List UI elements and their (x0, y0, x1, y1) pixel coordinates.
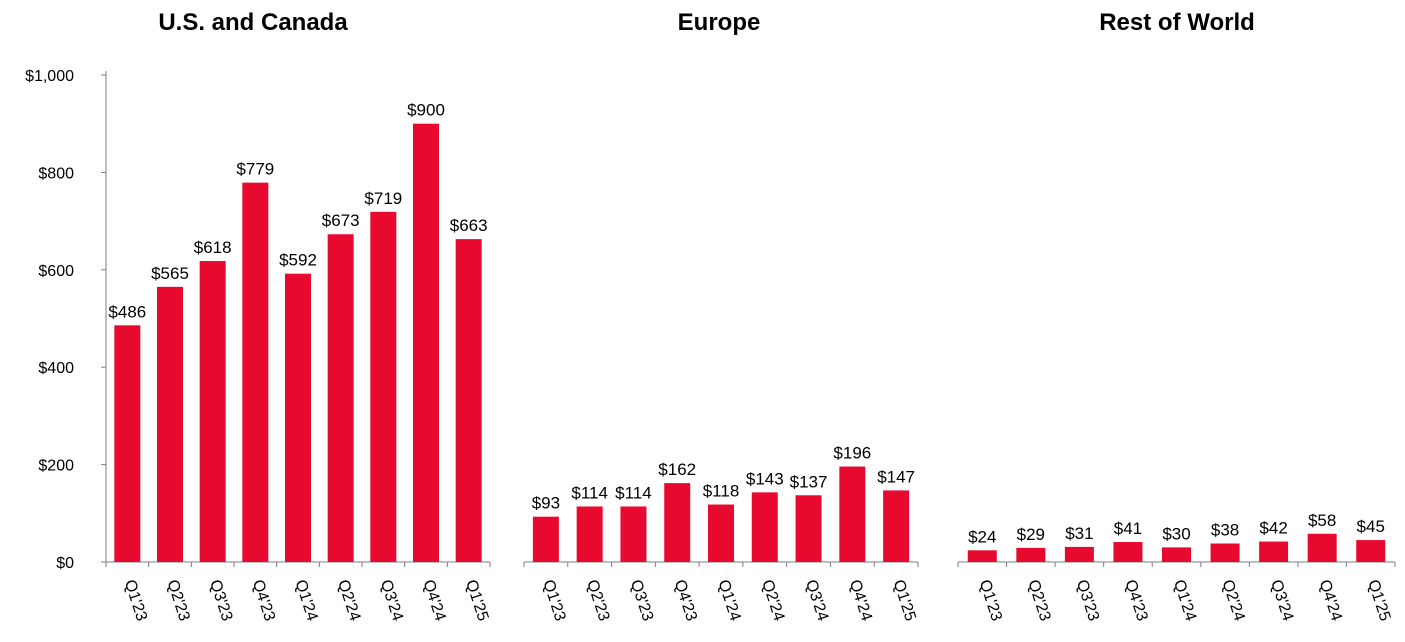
x-tick-label: Q4'23 (249, 578, 278, 623)
bar (1356, 540, 1386, 562)
x-tick-label: Q3'23 (206, 578, 235, 623)
bar (967, 550, 997, 562)
x-tick-label: Q4'24 (1316, 578, 1345, 623)
y-tick-label: $600 (38, 263, 74, 280)
bar-value-label: $900 (407, 101, 445, 120)
x-tick-label: Q1'23 (121, 578, 150, 623)
chart-panel-1: U.S. and Canada $0 $200 $400 $600 $800 $1,000 $… (25, 9, 491, 623)
chart-panel-2: Europe $93 Q1'23 $114 Q2'23 $114 Q3'23 $162 Q4'2… (523, 9, 919, 623)
x-tick-label: Q2'23 (583, 578, 612, 623)
x-tick-label: Q1'25 (1364, 578, 1393, 623)
x-tick-label: Q1'25 (890, 578, 919, 623)
x-tick-label: Q4'23 (1121, 578, 1150, 623)
bar-value-label: $147 (877, 467, 915, 486)
bar-value-label: $114 (615, 483, 652, 502)
bar (413, 123, 439, 562)
bar-value-label: $719 (364, 189, 402, 208)
bar (1016, 547, 1046, 562)
bar (576, 506, 603, 562)
chart-title: Europe (678, 9, 761, 36)
bar (1064, 546, 1094, 562)
bar-value-label: $30 (1162, 524, 1190, 543)
bar-value-label: $673 (322, 211, 360, 230)
x-tick-label: Q1'23 (539, 578, 568, 623)
bar-value-label: $779 (236, 160, 274, 179)
x-tick-label: Q2'23 (163, 578, 192, 623)
bar (1210, 543, 1240, 562)
bar (199, 261, 226, 562)
bar-value-label: $114 (571, 483, 608, 502)
bar (285, 273, 311, 562)
bar (883, 490, 910, 562)
x-tick-label: Q3'24 (1267, 578, 1296, 623)
bar-value-label: $663 (450, 216, 488, 235)
x-tick-label: Q1'24 (291, 578, 320, 623)
bar-value-label: $143 (746, 469, 784, 488)
x-tick-label: Q1'24 (1170, 578, 1199, 623)
bar-value-label: $162 (658, 460, 696, 479)
bar (327, 234, 354, 562)
y-tick-label: $400 (38, 360, 74, 377)
y-tick-label: $200 (38, 458, 74, 475)
x-tick-label: Q1'25 (462, 578, 491, 623)
bar-value-label: $93 (532, 494, 560, 513)
bar-value-label: $41 (1114, 519, 1142, 538)
x-tick-label: Q2'24 (334, 578, 363, 623)
bar (157, 286, 183, 562)
bar-value-label: $618 (194, 238, 232, 257)
bar (708, 504, 734, 562)
bar (1113, 542, 1143, 562)
bar-value-label: $118 (703, 482, 740, 501)
x-tick-label: Q3'23 (1073, 578, 1102, 623)
bar (751, 492, 778, 562)
x-tick-label: Q1'23 (976, 578, 1005, 623)
bar (1307, 533, 1337, 562)
bar-value-label: $486 (108, 302, 146, 321)
bar-value-label: $592 (279, 251, 317, 270)
bar (664, 483, 691, 562)
bar (839, 466, 866, 562)
x-tick-label: Q3'23 (627, 578, 656, 623)
bar-value-label: $58 (1308, 511, 1336, 530)
x-tick-label: Q4'24 (846, 578, 875, 623)
chart-title: U.S. and Canada (158, 9, 348, 36)
bar (1259, 541, 1289, 562)
x-tick-label: Q4'24 (419, 578, 448, 623)
bar-value-label: $29 (1017, 525, 1045, 544)
bar-value-label: $31 (1065, 524, 1093, 543)
bar (532, 516, 559, 562)
chart-panel-3: Rest of World $24 Q1'23 $29 Q2'23 $31 Q3'23 $41… (957, 9, 1396, 623)
bar (1162, 547, 1191, 562)
x-tick-label: Q2'24 (1218, 578, 1247, 623)
y-tick-label: $800 (38, 165, 74, 182)
x-tick-label: Q2'23 (1024, 578, 1053, 623)
bar (114, 325, 141, 562)
x-tick-label: Q3'24 (802, 578, 831, 623)
x-tick-label: Q3'24 (377, 578, 406, 623)
bar (370, 211, 397, 563)
bar-value-label: $565 (151, 264, 189, 283)
x-tick-label: Q2'24 (758, 578, 787, 623)
bar (455, 239, 482, 562)
bar (795, 495, 822, 562)
bar-value-label: $196 (833, 444, 871, 463)
x-tick-label: Q1'24 (714, 578, 743, 623)
x-tick-label: Q4'23 (671, 578, 700, 623)
bar-value-label: $137 (790, 472, 828, 491)
bar-value-label: $45 (1357, 517, 1385, 536)
bar (242, 182, 269, 562)
bar-value-label: $24 (968, 527, 996, 546)
y-tick-label: $1,000 (25, 68, 74, 85)
y-tick-label: $0 (56, 555, 74, 572)
bar (620, 506, 647, 562)
bar-value-label: $42 (1259, 519, 1287, 538)
bar-value-label: $38 (1211, 520, 1239, 539)
chart-title: Rest of World (1099, 9, 1255, 36)
